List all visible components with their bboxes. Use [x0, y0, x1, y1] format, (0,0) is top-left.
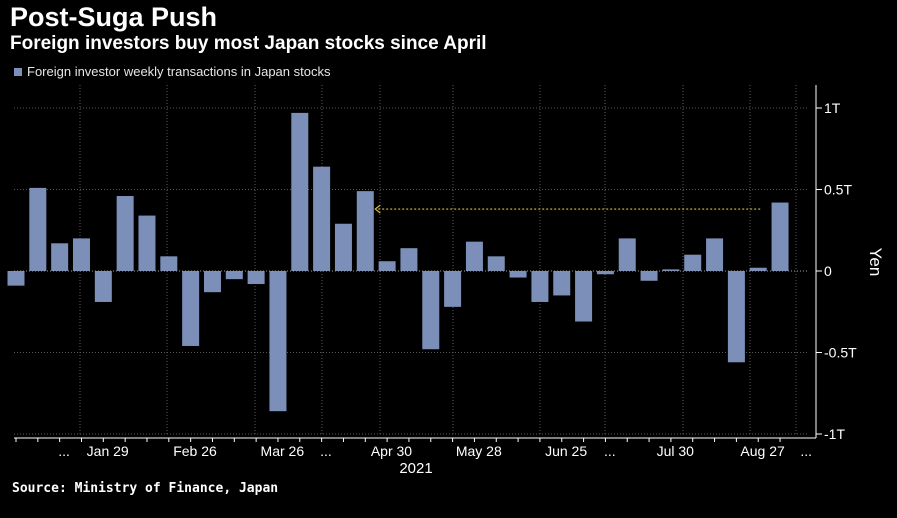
bars	[7, 112, 789, 412]
bar	[269, 271, 287, 412]
bar	[662, 269, 680, 271]
x-tick-label: Jun 25	[545, 443, 587, 459]
bar	[531, 271, 549, 302]
bar	[182, 271, 200, 346]
bar	[575, 271, 593, 322]
bar	[706, 238, 724, 271]
bar	[618, 238, 636, 271]
arrow-head	[374, 204, 381, 214]
bar	[203, 271, 221, 293]
bar	[160, 256, 178, 271]
bar	[422, 271, 440, 350]
legend-label: Foreign investor weekly transactions in …	[27, 64, 331, 79]
x-tick-label: ...	[320, 443, 332, 459]
bar	[356, 191, 374, 271]
bar	[313, 166, 331, 271]
x-axis-label: 2021	[399, 460, 432, 477]
x-tick-label: Apr 30	[371, 443, 412, 459]
bar	[684, 254, 702, 271]
annotation-arrow	[374, 204, 761, 214]
chart-subtitle: Foreign investors buy most Japan stocks …	[10, 33, 487, 54]
y-tick-label: 0	[824, 263, 832, 279]
bar	[640, 271, 658, 281]
chart-legend: Foreign investor weekly transactions in …	[14, 64, 330, 79]
bar	[225, 271, 243, 280]
bar	[29, 187, 47, 271]
bar	[771, 202, 789, 271]
chart-title: Post-Suga Push	[10, 2, 218, 32]
bar	[596, 271, 614, 275]
y-tick-label: -0.5T	[824, 345, 857, 361]
bar	[553, 271, 571, 296]
x-tick-label: ...	[604, 443, 616, 459]
x-tick-label: Mar 26	[261, 443, 305, 459]
bar	[487, 256, 505, 271]
bar	[334, 223, 352, 271]
bar	[51, 243, 69, 271]
x-tick-label: Aug 27	[740, 443, 785, 459]
x-tick-label: ...	[58, 443, 70, 459]
bar	[247, 271, 265, 285]
bar	[727, 271, 745, 363]
bar	[465, 241, 483, 271]
axes: 1T 0.5T 0 -0.5T -1T... Jan 29 Feb 26 Mar 26... A…	[14, 85, 857, 459]
bar	[378, 261, 396, 271]
bar	[138, 215, 156, 271]
legend-swatch	[14, 67, 22, 76]
y-tick-label: 0.5T	[824, 182, 852, 198]
bar	[509, 271, 527, 278]
bar	[72, 238, 90, 271]
bar	[94, 271, 112, 302]
bar	[291, 112, 309, 271]
x-tick-label: Jan 29	[87, 443, 129, 459]
x-tick-label: Feb 26	[173, 443, 217, 459]
x-tick-label: Jul 30	[657, 443, 695, 459]
y-tick-label: 1T	[824, 100, 841, 116]
bar	[749, 267, 767, 271]
x-tick-label: ...	[800, 443, 812, 459]
source-note: Source: Ministry of Finance, Japan	[12, 481, 279, 496]
bar	[400, 248, 418, 271]
y-axis-label: Yen	[866, 248, 885, 277]
x-tick-label: May 28	[456, 443, 502, 459]
y-tick-label: -1T	[824, 426, 845, 442]
bar	[7, 271, 25, 286]
bar	[444, 271, 462, 307]
bar	[116, 196, 134, 271]
